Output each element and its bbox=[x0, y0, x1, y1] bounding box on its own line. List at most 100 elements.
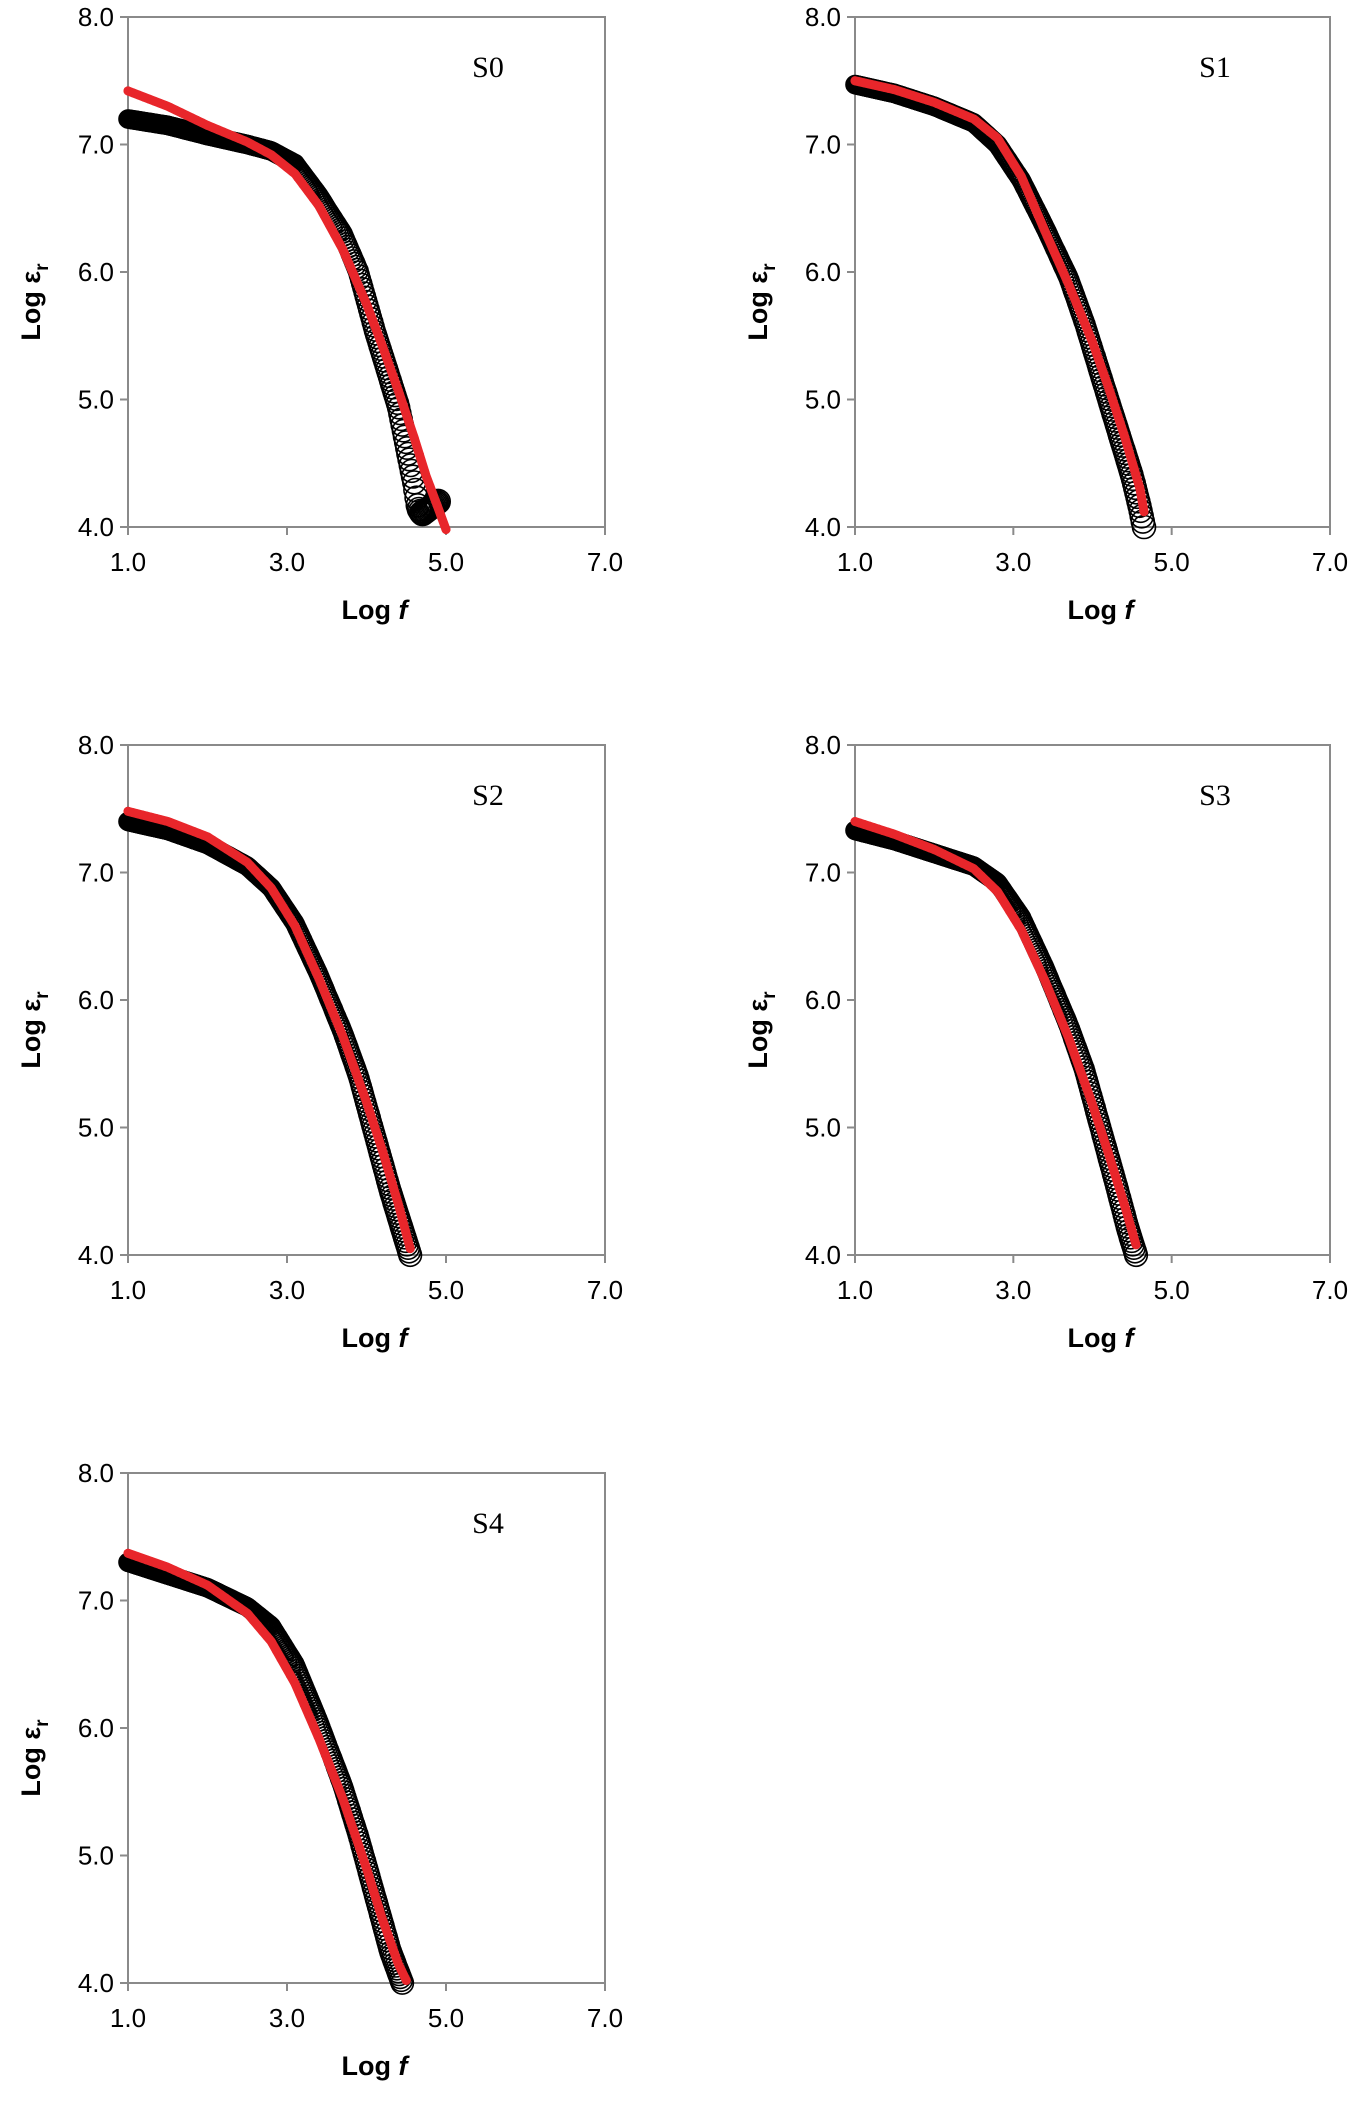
y-tick-label: 7.0 bbox=[805, 858, 841, 888]
fit-point bbox=[276, 1654, 286, 1664]
x-axis-title: Log f bbox=[342, 1323, 411, 1353]
fit-point bbox=[1134, 481, 1144, 491]
fit-point bbox=[1048, 243, 1057, 253]
fit-point bbox=[436, 510, 446, 520]
fit-point bbox=[1110, 402, 1120, 412]
fit-point bbox=[295, 1689, 305, 1699]
fit-point bbox=[405, 1244, 415, 1254]
fit-point bbox=[391, 1192, 401, 1202]
y-tick-label: 6.0 bbox=[78, 985, 114, 1015]
fit-point bbox=[327, 1767, 337, 1776]
fit-point bbox=[1126, 1224, 1136, 1234]
fit-point bbox=[1004, 152, 1014, 162]
fit-point bbox=[319, 210, 329, 220]
fit-point bbox=[332, 1778, 342, 1788]
fit-point bbox=[397, 1966, 407, 1976]
fit-point bbox=[1043, 232, 1053, 242]
fit-point bbox=[269, 887, 279, 897]
fit-point bbox=[346, 1817, 356, 1826]
sample-label: S3 bbox=[1199, 779, 1231, 812]
fit-point bbox=[281, 1662, 291, 1672]
y-axis-title: Log εr bbox=[16, 1719, 53, 1797]
y-tick-label: 6.0 bbox=[805, 257, 841, 287]
x-axis-title: Log f bbox=[342, 2051, 411, 2081]
y-axis-title: Log εr bbox=[16, 991, 53, 1069]
x-axis-title: Log f bbox=[1068, 595, 1137, 625]
fit-point bbox=[441, 525, 451, 534]
fit-point bbox=[1112, 1177, 1122, 1187]
fit-point bbox=[367, 313, 377, 323]
x-tick-label: 3.0 bbox=[995, 547, 1031, 577]
fit-point bbox=[1117, 1192, 1127, 1202]
fit-point bbox=[420, 467, 430, 477]
fit-point bbox=[377, 341, 387, 351]
x-tick-label: 7.0 bbox=[587, 2003, 623, 2033]
fit-point bbox=[399, 401, 409, 411]
fit-point bbox=[401, 1976, 411, 1985]
fit-point bbox=[267, 1638, 277, 1647]
x-axis-title: Log f bbox=[342, 595, 411, 625]
x-tick-label: 5.0 bbox=[428, 547, 464, 577]
fit-point bbox=[292, 926, 302, 936]
fit-point bbox=[1086, 334, 1096, 343]
fit-point bbox=[1037, 970, 1047, 980]
fit-point bbox=[293, 172, 303, 182]
fit-point bbox=[360, 1857, 369, 1867]
fit-point bbox=[430, 496, 440, 506]
fit-point bbox=[1139, 507, 1149, 517]
fit-point bbox=[1056, 1015, 1066, 1025]
fit-point bbox=[392, 1955, 402, 1965]
fit-point bbox=[1033, 960, 1043, 970]
fit-point bbox=[1096, 360, 1106, 370]
y-axis-title: Log εr bbox=[743, 263, 780, 341]
y-tick-label: 5.0 bbox=[805, 1113, 841, 1143]
fit-point bbox=[396, 1208, 406, 1218]
plot-frame bbox=[854, 744, 1331, 1256]
x-tick-label: 5.0 bbox=[1154, 547, 1190, 577]
x-tick-label: 3.0 bbox=[269, 1275, 305, 1305]
sample-label: S1 bbox=[1199, 51, 1231, 84]
fit-point bbox=[1061, 1026, 1071, 1036]
fit-point bbox=[1042, 981, 1052, 991]
y-tick-label: 7.0 bbox=[78, 130, 114, 160]
fit-point bbox=[1005, 906, 1015, 916]
fit-point bbox=[383, 356, 393, 366]
fit-point bbox=[425, 482, 435, 492]
fit-point bbox=[313, 1732, 323, 1742]
y-tick-label: 7.0 bbox=[78, 858, 114, 888]
fit-point bbox=[1076, 310, 1086, 320]
fit-point bbox=[1125, 448, 1134, 458]
fit-point bbox=[1098, 1133, 1108, 1142]
fit-point bbox=[316, 978, 326, 988]
fit-point bbox=[401, 1226, 410, 1236]
y-tick-label: 7.0 bbox=[805, 130, 841, 160]
x-tick-label: 1.0 bbox=[110, 2003, 146, 2033]
fit-point bbox=[363, 1101, 373, 1111]
fit-point bbox=[351, 275, 361, 284]
x-tick-label: 5.0 bbox=[428, 1275, 464, 1305]
fit-point bbox=[324, 220, 334, 230]
fit-point bbox=[1075, 1064, 1085, 1074]
y-tick-label: 4.0 bbox=[805, 512, 841, 542]
fit-point bbox=[1066, 1038, 1075, 1048]
x-tick-label: 7.0 bbox=[587, 1275, 623, 1305]
fit-point bbox=[297, 937, 307, 947]
fit-point bbox=[1028, 950, 1038, 960]
fit-point bbox=[346, 262, 356, 272]
y-tick-label: 4.0 bbox=[805, 1240, 841, 1270]
fit-point bbox=[1052, 254, 1062, 264]
x-axis-title: Log f bbox=[1068, 1323, 1137, 1353]
fit-point bbox=[1000, 899, 1010, 908]
fit-point bbox=[1067, 287, 1077, 297]
fit-point bbox=[299, 1700, 309, 1710]
fit-point bbox=[373, 1902, 383, 1911]
chart-panel-S3: 1.0 3.0 5.0 7.0 4.0 5.0 6.0 7.0 8.0 Log f Log εr S3 bbox=[743, 730, 1348, 1353]
y-tick-label: 5.0 bbox=[78, 385, 114, 415]
x-tick-label: 1.0 bbox=[837, 547, 873, 577]
fit-point bbox=[999, 144, 1009, 154]
fit-point bbox=[1103, 1147, 1113, 1157]
fit-point bbox=[290, 1678, 300, 1688]
fit-point bbox=[298, 179, 308, 189]
fit-point bbox=[1129, 465, 1139, 475]
fit-point bbox=[350, 1830, 360, 1840]
